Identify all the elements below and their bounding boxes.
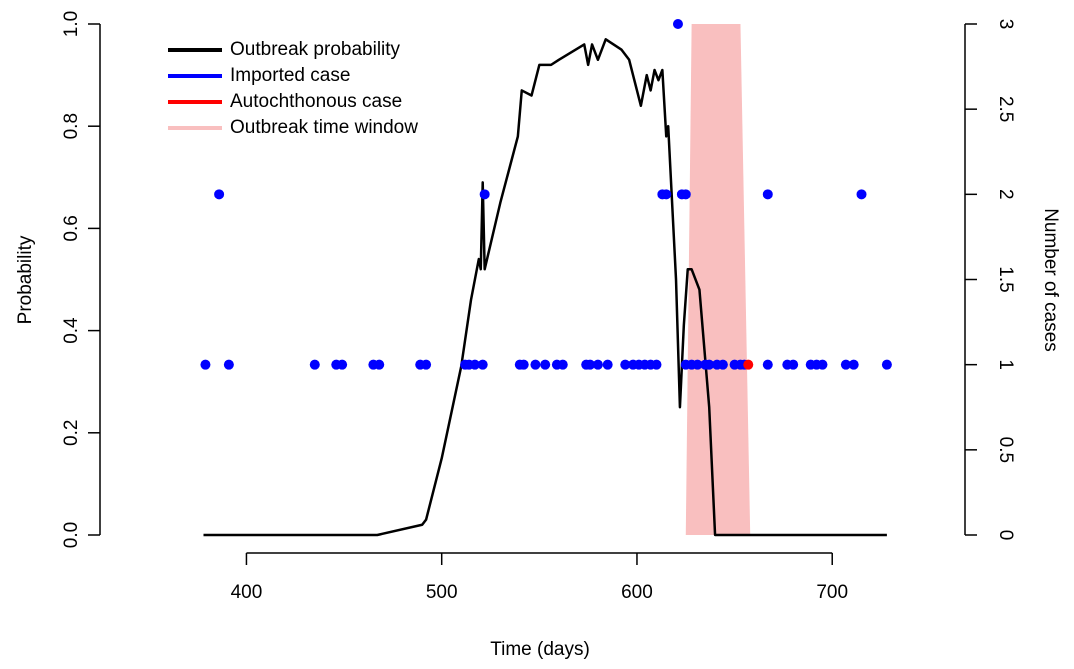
case-point [602, 359, 613, 370]
case-point [762, 189, 773, 200]
case-point [337, 359, 348, 370]
case-point [661, 189, 672, 200]
case-point [223, 359, 234, 370]
case-point [788, 359, 799, 370]
legend-label: Autochthonous case [230, 91, 402, 112]
x-tick-label: 700 [816, 582, 848, 603]
case-point [856, 189, 867, 200]
case-point [840, 359, 851, 370]
case-point [672, 19, 683, 29]
case-point [651, 359, 662, 370]
y-tick-label: 1.0 [61, 11, 82, 37]
case-point [477, 359, 488, 370]
y2-tick-label: 2 [995, 189, 1016, 200]
x-tick-label: 400 [231, 582, 263, 603]
case-point [680, 189, 691, 200]
y-tick-label: 0.2 [61, 420, 82, 446]
y-axis-title: Probability [15, 235, 36, 324]
case-point [704, 359, 715, 370]
time-window [685, 24, 751, 535]
case-point [692, 359, 703, 370]
legend-label: Imported case [230, 65, 350, 86]
case-point [518, 359, 529, 370]
case-point [717, 359, 728, 370]
y2-tick-label: 3 [995, 19, 1016, 30]
y-tick-label: 0.6 [61, 215, 82, 241]
case-point [817, 359, 828, 370]
x-axis-title: Time (days) [490, 639, 590, 660]
case-point [762, 359, 773, 370]
case-point [469, 359, 480, 370]
y2-tick-label: 2.5 [995, 96, 1016, 122]
y2-tick-label: 0 [995, 530, 1016, 541]
y2-tick-label: 1.5 [995, 266, 1016, 292]
probability-line [203, 38, 887, 537]
legend-label: Outbreak probability [230, 39, 401, 60]
x-tick-label: 500 [426, 582, 458, 603]
x-tick-label: 600 [621, 582, 653, 603]
case-point [421, 359, 432, 370]
case-point [620, 359, 631, 370]
y-tick-label: 0.0 [61, 522, 82, 548]
case-point [530, 359, 541, 370]
case-point [585, 359, 596, 370]
case-point [374, 359, 385, 370]
legend-label: Outbreak time window [230, 117, 418, 138]
case-point [848, 359, 859, 370]
y2-tick-label: 1 [995, 359, 1016, 370]
case-point [540, 359, 551, 370]
y-tick-label: 0.4 [61, 317, 82, 344]
y-tick-label: 0.8 [61, 113, 82, 139]
case-point [592, 359, 603, 370]
y2-axis-title: Number of cases [1040, 208, 1061, 352]
case-point [214, 189, 225, 200]
case-point [557, 359, 568, 370]
case-point [881, 359, 892, 370]
case-point [479, 189, 490, 200]
case-point [309, 359, 320, 370]
case-point [743, 359, 754, 370]
y2-tick-label: 0.5 [995, 437, 1016, 463]
case-point [200, 359, 211, 370]
